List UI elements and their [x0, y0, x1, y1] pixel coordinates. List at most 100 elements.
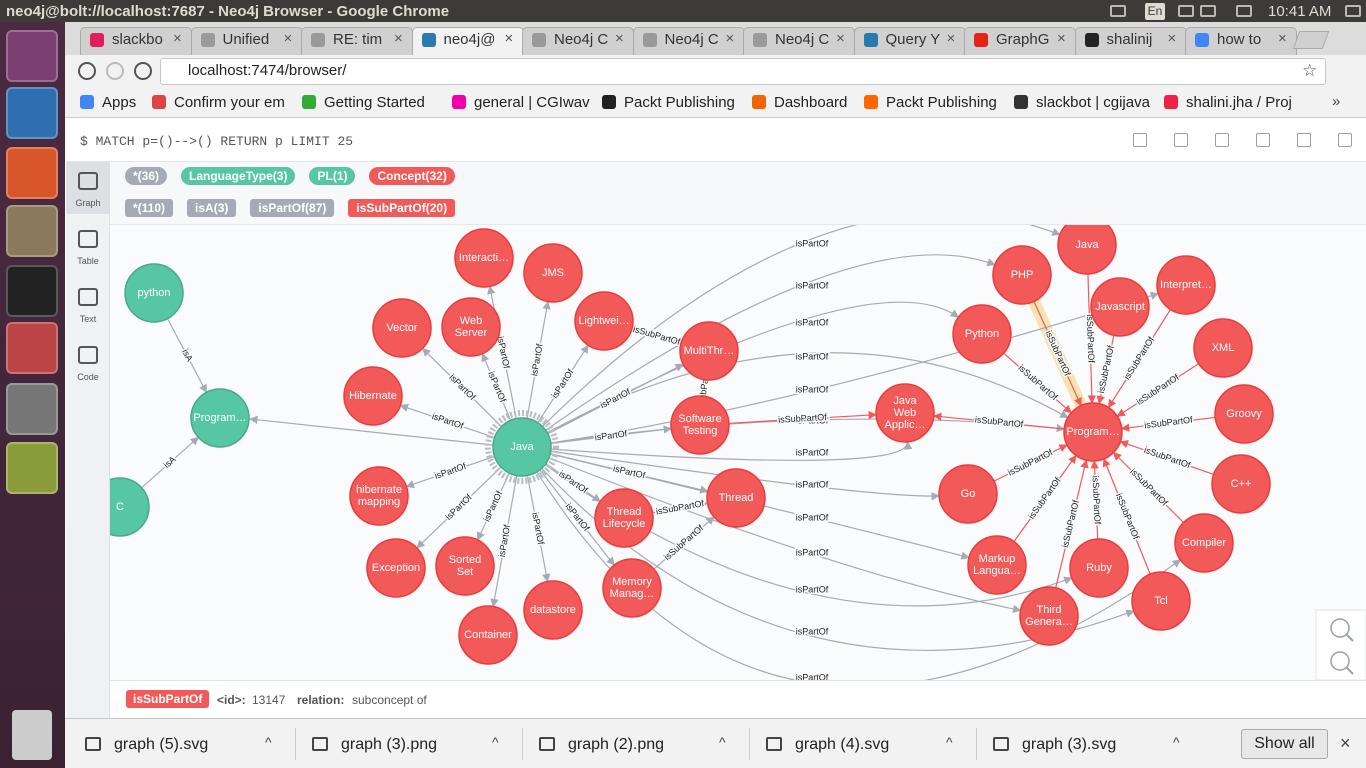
sidebar-icon[interactable]: [78, 172, 98, 190]
launcher-icon[interactable]: [6, 265, 58, 317]
frame-action[interactable]: [1174, 133, 1188, 147]
pill[interactable]: Concept(32): [369, 167, 455, 185]
node[interactable]: [594, 488, 654, 548]
node[interactable]: [679, 321, 739, 381]
bookmark[interactable]: Dashboard: [774, 94, 848, 111]
node[interactable]: [190, 388, 250, 448]
node[interactable]: [1063, 402, 1123, 462]
pill[interactable]: *(36): [125, 167, 168, 185]
sidebar-icon[interactable]: [78, 346, 98, 364]
download-menu[interactable]: ^: [265, 734, 272, 750]
tray-icon[interactable]: [1236, 5, 1252, 17]
bookmark[interactable]: Apps: [102, 94, 137, 111]
node[interactable]: [992, 245, 1052, 305]
tab-title[interactable]: Neo4j C: [554, 31, 609, 48]
node[interactable]: [1019, 586, 1079, 646]
node[interactable]: [349, 466, 409, 526]
frame-action[interactable]: [1215, 133, 1229, 147]
bookmark[interactable]: Getting Started: [324, 94, 425, 111]
download-name[interactable]: graph (5).svg: [114, 736, 209, 753]
bookmark-icon[interactable]: [864, 95, 878, 109]
pill[interactable]: PL(1): [309, 167, 356, 185]
launcher-icon[interactable]: [6, 30, 58, 82]
bookmark-icon[interactable]: [452, 95, 466, 109]
tab-title[interactable]: Unified: [222, 31, 270, 48]
download-menu[interactable]: ^: [1173, 734, 1180, 750]
node[interactable]: [952, 304, 1012, 364]
frame-action[interactable]: [1133, 133, 1147, 147]
tab[interactable]: [411, 27, 524, 55]
bookmark-icon[interactable]: [1014, 95, 1028, 109]
show-all[interactable]: Show all: [1241, 729, 1328, 759]
tab-close[interactable]: ×: [173, 30, 182, 47]
download-icon[interactable]: [993, 737, 1009, 751]
bookmark-icon[interactable]: [1164, 95, 1178, 109]
bookmarks-more[interactable]: »: [1332, 93, 1341, 110]
node[interactable]: [1174, 513, 1234, 573]
download-name[interactable]: graph (4).svg: [795, 736, 890, 753]
download-icon[interactable]: [312, 737, 328, 751]
node[interactable]: [1057, 225, 1117, 275]
download-name[interactable]: graph (3).svg: [1022, 736, 1117, 753]
status-type[interactable]: isSubPartOf: [126, 690, 210, 708]
pill[interactable]: LanguageType(3): [181, 167, 296, 185]
node[interactable]: [602, 558, 662, 618]
bookmark-star[interactable]: ☆: [1302, 61, 1318, 80]
sidebar-label[interactable]: Code: [77, 372, 99, 382]
node[interactable]: [1193, 318, 1253, 378]
sidebar-label[interactable]: Graph: [75, 198, 101, 208]
pill[interactable]: *(110): [125, 199, 174, 217]
download-icon[interactable]: [85, 737, 101, 751]
tab-close[interactable]: ×: [615, 30, 624, 47]
tab-close[interactable]: ×: [1057, 30, 1066, 47]
node[interactable]: [435, 536, 495, 596]
bookmark[interactable]: shalini.jha / Proj: [1186, 94, 1292, 111]
bookmark-icon[interactable]: [80, 95, 94, 109]
download-name[interactable]: graph (3).png: [341, 736, 438, 753]
launcher-icon[interactable]: [6, 87, 58, 139]
tab-close[interactable]: ×: [836, 30, 845, 47]
address-text[interactable]: localhost:7474/browser/: [188, 62, 347, 79]
tab-title[interactable]: neo4j@: [443, 31, 496, 48]
tab-close[interactable]: ×: [504, 30, 514, 47]
bookmark[interactable]: general | CGIwav: [474, 94, 590, 111]
download-menu[interactable]: ^: [946, 734, 953, 750]
node[interactable]: [1214, 384, 1274, 444]
trash-icon[interactable]: [12, 710, 52, 760]
tab-title[interactable]: GraphG: [996, 31, 1050, 48]
tab-title[interactable]: Neo4j C: [664, 31, 719, 48]
node[interactable]: [670, 395, 730, 455]
address-field[interactable]: [160, 58, 1326, 85]
frame-action[interactable]: [1256, 133, 1270, 147]
bookmark[interactable]: slackbot | cgijava: [1036, 94, 1150, 111]
query-text[interactable]: $ MATCH p=()-->() RETURN p LIMIT 25: [80, 134, 354, 149]
node[interactable]: [454, 228, 514, 288]
tab-close[interactable]: ×: [1278, 30, 1287, 47]
forward-button[interactable]: [106, 62, 124, 80]
download-menu[interactable]: ^: [492, 734, 499, 750]
node[interactable]: [523, 580, 583, 640]
pill[interactable]: isPartOf(87): [250, 199, 335, 217]
download-name[interactable]: graph (2).png: [568, 736, 665, 753]
frame-action[interactable]: [1338, 133, 1352, 147]
bookmark-icon[interactable]: [602, 95, 616, 109]
node[interactable]: [938, 464, 998, 524]
node[interactable]: [574, 291, 634, 351]
node[interactable]: [1090, 277, 1150, 337]
tray-icon[interactable]: [1345, 5, 1361, 17]
tab-title[interactable]: slackbo: [112, 31, 163, 48]
pill[interactable]: isSubPartOf(20): [348, 199, 456, 217]
node[interactable]: [1131, 571, 1191, 631]
node[interactable]: [875, 383, 935, 443]
sidebar-icon[interactable]: [78, 288, 98, 306]
tab-close[interactable]: ×: [394, 30, 403, 47]
node[interactable]: [492, 417, 552, 477]
tab-title[interactable]: RE: tim: [333, 31, 383, 48]
bookmark-icon[interactable]: [302, 95, 316, 109]
back-button[interactable]: [78, 62, 96, 80]
tab-close[interactable]: ×: [725, 30, 735, 47]
download-icon[interactable]: [766, 737, 782, 751]
tray-icon[interactable]: [1200, 5, 1216, 17]
frame-action[interactable]: [1297, 133, 1311, 147]
tab-title[interactable]: how to: [1217, 31, 1262, 48]
